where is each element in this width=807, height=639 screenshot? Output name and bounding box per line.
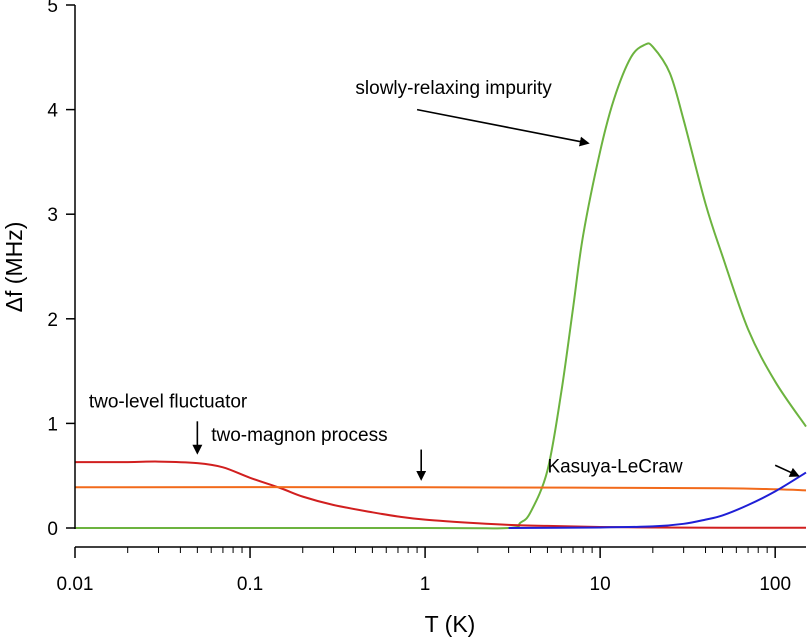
series-line-3 [508,471,807,529]
annotation-arrow-3 [774,464,800,477]
y-axis-title: Δf (MHz) [1,222,27,313]
series-layer [74,42,807,530]
annotations-layer: slowly-relaxing impurity two-level fluctu… [89,78,800,481]
series-line-2 [74,486,807,492]
x-tick-label-3: 10 [590,574,611,595]
y-tick-label-2: 2 [47,310,58,331]
annotation-label-2: two-magnon process [211,425,387,446]
ticks-layer: 0 1 2 3 4 5 0.01 0.1 1 10 100 [47,0,791,595]
y-tick-label-4: 4 [47,101,58,122]
x-tick-label-4: 100 [759,574,791,595]
series-line-0 [75,42,807,530]
y-tick-label-5: 5 [47,0,58,17]
x-tick-label-1: 0.1 [237,574,263,595]
x-tick-label-0: 0.01 [57,574,94,595]
y-tick-label-1: 1 [47,414,58,435]
axes-layer [74,5,806,548]
x-axis-title: T (K) [425,611,476,637]
y-tick-label-3: 3 [47,205,58,226]
y-tick-label-0: 0 [47,519,58,540]
x-tick-label-2: 1 [420,574,431,595]
annotation-label-1: two-level fluctuator [89,392,248,413]
annotation-arrow-0 [416,108,590,147]
annotation-label-3: Kasuya-LeCraw [547,457,682,478]
annotation-label-0: slowly-relaxing impurity [355,78,552,99]
series-line-1 [74,460,807,529]
